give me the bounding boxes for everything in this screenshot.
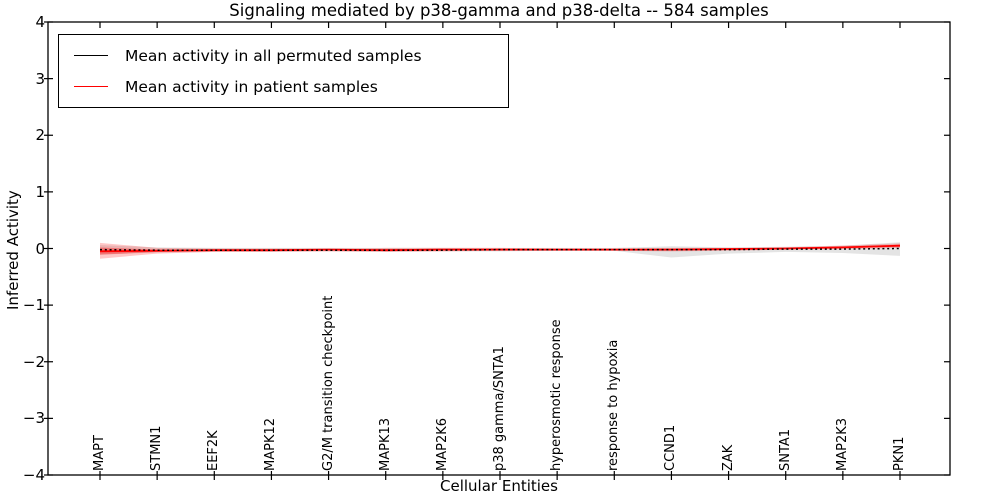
y-tick-label: −4	[22, 466, 45, 484]
x-tick-label: p38 gamma/SNTA1	[492, 346, 507, 471]
y-tick-label: 4	[35, 13, 45, 31]
permuted-mean-line	[99, 247, 901, 251]
x-tick-label: PKN1	[892, 436, 907, 471]
x-axis-label: Cellular Entities	[440, 477, 558, 495]
x-tick-label: MAP2K3	[834, 417, 850, 471]
legend-line-red	[74, 86, 108, 87]
x-tick-label: MAPK12	[263, 417, 279, 471]
x-tick-label: SNTA1	[777, 428, 793, 471]
x-tick-label: ZAK	[720, 444, 736, 471]
x-tick-label: MAPK13	[377, 417, 393, 471]
y-tick-label: 0	[35, 239, 45, 258]
legend-label: Mean activity in patient samples	[125, 77, 378, 96]
x-tick-label: G2/M transition checkpoint	[320, 295, 336, 471]
legend-item-patient: Mean activity in patient samples	[74, 71, 508, 102]
x-tick-label: response to hypoxia	[606, 339, 622, 471]
x-tick-label: EEF2K	[206, 430, 222, 471]
chart-title: Signaling mediated by p38-gamma and p38-…	[229, 1, 769, 20]
x-tick-label: MAP2K6	[434, 417, 450, 471]
legend-label: Mean activity in all permuted samples	[125, 46, 422, 65]
patient-samples-confidence-band	[100, 242, 900, 259]
y-tick-label: 2	[35, 126, 45, 145]
x-tick-label: CCND1	[663, 424, 679, 471]
y-tick-label: −2	[22, 352, 45, 371]
y-tick-label: −1	[22, 296, 45, 315]
y-tick-label: 1	[35, 182, 45, 201]
y-tick-label: −3	[22, 409, 45, 428]
y-tick-label: 3	[35, 69, 45, 88]
legend: Mean activity in all permuted samples Me…	[58, 34, 509, 108]
legend-line-black	[74, 55, 108, 56]
x-tick-label: STMN1	[149, 425, 165, 471]
x-tick-label: MAPT	[92, 435, 107, 471]
x-tick-label: hyperosmotic response	[549, 319, 565, 471]
legend-item-permuted: Mean activity in all permuted samples	[74, 40, 508, 71]
